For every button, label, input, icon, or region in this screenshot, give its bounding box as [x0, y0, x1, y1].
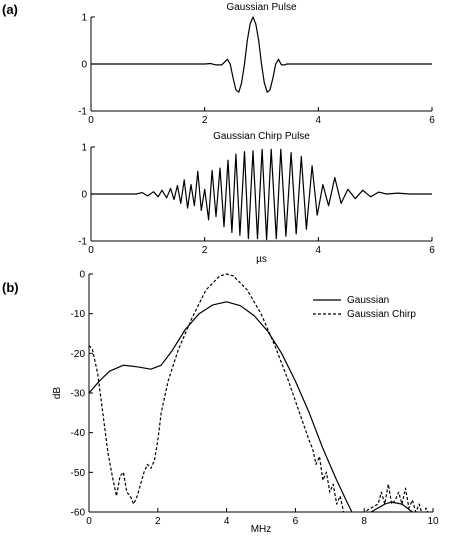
y-tick-label: 0: [81, 190, 87, 201]
y-tick-label: -1: [78, 237, 87, 248]
y-tick-label: 0: [81, 60, 87, 71]
panel-a-label: (a): [2, 2, 18, 17]
x-tick-label: 0: [88, 245, 94, 256]
chart-3: 0 2 4 6 8 10 0 -10 -20 -30 -40 -50 -60 MHz dB Gaussian G…: [52, 270, 439, 536]
x-axis-label: µs: [256, 254, 267, 265]
y-tick-label: -30: [71, 389, 86, 400]
x-tick-label: 10: [427, 516, 439, 527]
y-tick-label: -50: [71, 468, 86, 479]
legend-label: Gaussian: [347, 295, 389, 306]
y-tick-label: -40: [71, 428, 86, 439]
panel-b-label: (b): [2, 280, 19, 295]
x-tick-label: 2: [202, 115, 208, 126]
y-tick-label: -60: [71, 508, 86, 519]
x-tick-label: 6: [293, 516, 299, 527]
x-tick-label: 4: [224, 516, 230, 527]
series-line-gaussian: [89, 301, 414, 512]
chart-title: Gaussian Chirp Pulse: [213, 131, 310, 142]
series-line-gaussian-chirp: [89, 273, 433, 512]
x-tick-label: 2: [202, 245, 208, 256]
x-tick-label: 4: [316, 115, 322, 126]
x-tick-label: 4: [316, 245, 322, 256]
x-tick-label: 8: [361, 516, 367, 527]
x-tick-label: 6: [429, 245, 435, 256]
x-axis-label: MHz: [251, 524, 272, 535]
y-tick-label: 0: [79, 270, 85, 281]
chart-title: Gaussian Pulse: [226, 2, 296, 13]
x-tick-label: 6: [429, 115, 435, 126]
x-tick-label: 0: [88, 115, 94, 126]
y-tick-label: -20: [71, 349, 86, 360]
x-tick-label: 2: [155, 516, 161, 527]
x-tick-label: 0: [86, 516, 92, 527]
series-line: [91, 16, 432, 93]
y-tick-label: 1: [81, 143, 87, 154]
y-axis-label: dB: [52, 387, 63, 400]
series-line: [91, 148, 432, 241]
y-tick-label: 1: [81, 13, 87, 24]
legend-label: Gaussian Chirp: [347, 309, 416, 320]
y-tick-label: -1: [78, 107, 87, 118]
y-tick-label: -10: [71, 309, 86, 320]
